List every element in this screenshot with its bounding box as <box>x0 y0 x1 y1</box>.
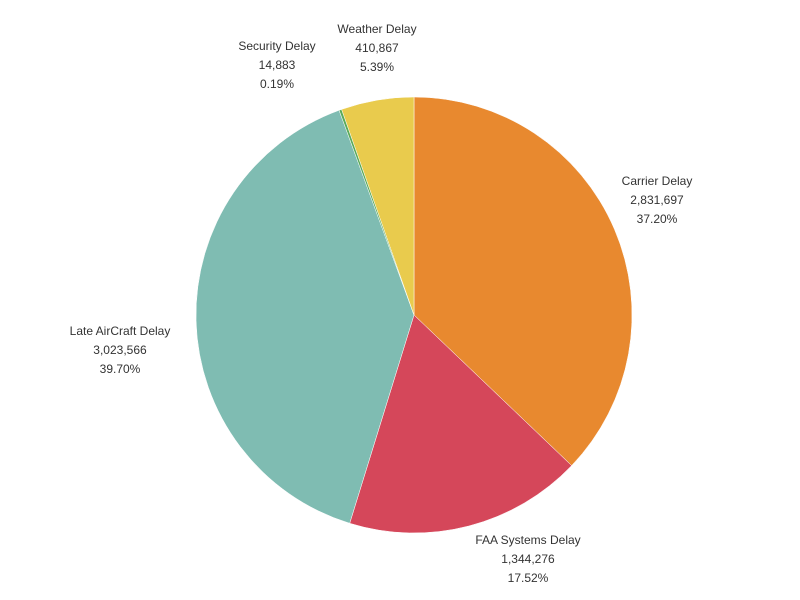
value-label: 1,344,276 <box>501 552 555 566</box>
value-label: 410,867 <box>355 41 399 55</box>
slice-label: Late AirCraft Delay <box>70 324 171 338</box>
slice-label: FAA Systems Delay <box>475 533 580 547</box>
value-label: 14,883 <box>259 58 296 72</box>
slice-label: Carrier Delay <box>622 174 693 188</box>
percent-label: 5.39% <box>360 60 394 74</box>
percent-label: 37.20% <box>637 212 678 226</box>
slice-label: Weather Delay <box>337 22 416 36</box>
pie-slice <box>195 109 415 524</box>
percent-label: 17.52% <box>508 571 549 585</box>
pie-slice <box>341 96 415 316</box>
value-label: 3,023,566 <box>93 343 147 357</box>
slice-label: Security Delay <box>238 39 315 53</box>
percent-label: 0.19% <box>260 77 294 91</box>
value-label: 2,831,697 <box>630 193 684 207</box>
pie-slice <box>413 96 633 466</box>
percent-label: 39.70% <box>100 362 141 376</box>
pie-slice <box>349 314 572 534</box>
